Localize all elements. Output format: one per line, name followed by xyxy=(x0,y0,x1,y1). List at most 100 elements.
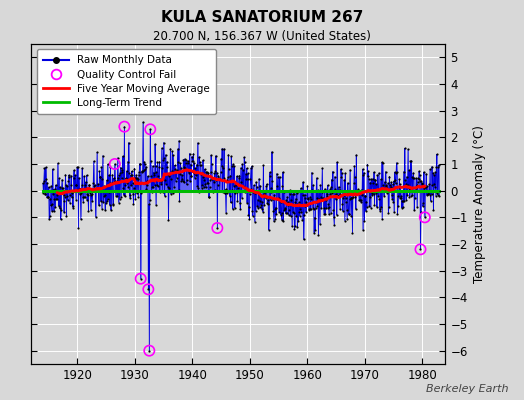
Point xyxy=(159,189,167,196)
Point xyxy=(341,170,350,176)
Point xyxy=(94,181,102,187)
Point xyxy=(74,225,83,232)
Point xyxy=(166,188,174,194)
Point xyxy=(362,199,370,205)
Point xyxy=(410,195,419,201)
Point xyxy=(425,181,433,188)
Point xyxy=(321,186,329,192)
Point xyxy=(381,168,390,175)
Point xyxy=(220,146,228,152)
Point xyxy=(76,185,84,192)
Point xyxy=(131,175,139,181)
Point xyxy=(355,197,364,203)
Point xyxy=(399,168,408,175)
Point xyxy=(339,195,347,201)
Point xyxy=(128,180,137,186)
Point xyxy=(178,176,187,182)
Point xyxy=(219,164,227,171)
Point xyxy=(154,183,162,190)
Point xyxy=(261,193,269,200)
Point xyxy=(194,188,203,195)
Point xyxy=(235,175,243,182)
Point xyxy=(123,168,131,174)
Point xyxy=(236,206,245,212)
Point xyxy=(71,182,80,188)
Point xyxy=(422,171,430,177)
Point xyxy=(158,165,167,171)
Point xyxy=(385,204,393,210)
Point xyxy=(42,176,50,182)
Point xyxy=(276,188,285,195)
Point xyxy=(183,158,192,164)
Point xyxy=(391,180,400,187)
Point xyxy=(278,217,286,223)
Point xyxy=(123,180,132,186)
Point xyxy=(332,196,340,202)
Point xyxy=(397,195,405,201)
Point xyxy=(108,172,117,178)
Point xyxy=(298,188,306,194)
Point xyxy=(156,189,164,195)
Point xyxy=(170,169,178,175)
Point xyxy=(255,204,264,210)
Point xyxy=(372,177,380,183)
Point xyxy=(283,194,291,200)
Point xyxy=(284,202,292,208)
Point xyxy=(56,205,64,212)
Point xyxy=(95,168,104,175)
Point xyxy=(383,185,391,192)
Point xyxy=(211,167,220,174)
Point xyxy=(303,202,311,209)
Point xyxy=(206,176,214,183)
Point xyxy=(319,196,327,202)
Point xyxy=(244,212,253,218)
Point xyxy=(343,180,352,186)
Point xyxy=(272,211,280,217)
Point xyxy=(392,170,400,176)
Point xyxy=(81,194,89,200)
Point xyxy=(130,165,139,172)
Point xyxy=(379,182,387,188)
Point xyxy=(116,170,124,176)
Point xyxy=(399,204,407,210)
Point xyxy=(257,202,265,208)
Point xyxy=(177,165,185,171)
Point xyxy=(40,178,48,184)
Point xyxy=(209,174,217,181)
Point xyxy=(167,190,175,197)
Point xyxy=(405,194,413,200)
Point xyxy=(433,192,442,198)
Point xyxy=(221,187,230,193)
Point xyxy=(139,167,148,173)
Point xyxy=(160,155,168,162)
Point xyxy=(203,169,211,175)
Point xyxy=(251,190,259,196)
Point xyxy=(338,201,346,207)
Point xyxy=(143,181,151,188)
Point xyxy=(174,146,182,152)
Point xyxy=(398,204,406,211)
Point xyxy=(136,276,145,282)
Point xyxy=(428,164,436,170)
Point xyxy=(124,184,133,190)
Point xyxy=(110,175,118,182)
Point xyxy=(125,192,134,198)
Point xyxy=(88,198,96,204)
Point xyxy=(50,208,58,215)
Point xyxy=(69,175,78,182)
Point xyxy=(432,164,441,171)
Point xyxy=(47,202,55,209)
Point xyxy=(61,172,70,178)
Point xyxy=(116,164,125,171)
Point xyxy=(77,216,85,222)
Point xyxy=(213,170,221,176)
Point xyxy=(250,188,258,195)
Point xyxy=(134,194,143,200)
Point xyxy=(268,149,276,155)
Point xyxy=(153,159,161,166)
Point xyxy=(407,157,416,164)
Point xyxy=(320,205,328,211)
Point xyxy=(335,187,343,194)
Text: KULA SANATORIUM 267: KULA SANATORIUM 267 xyxy=(161,10,363,25)
Point xyxy=(289,191,298,197)
